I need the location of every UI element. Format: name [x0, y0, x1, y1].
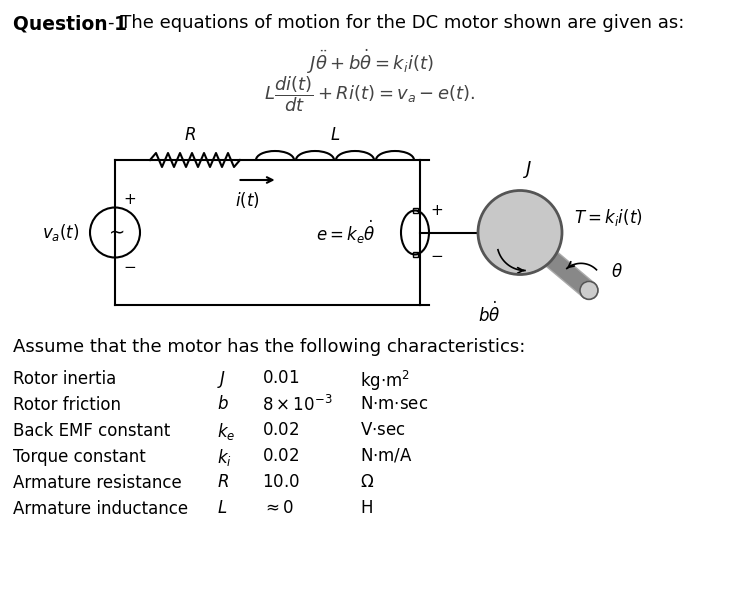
- Text: $0.01$: $0.01$: [262, 369, 299, 387]
- Text: $\mathrm{N{\cdot}m/A}$: $\mathrm{N{\cdot}m/A}$: [360, 447, 413, 465]
- Text: Assume that the motor has the following characteristics:: Assume that the motor has the following …: [13, 338, 525, 356]
- Text: Rotor friction: Rotor friction: [13, 396, 121, 414]
- Bar: [412, 252, 418, 257]
- Text: $\Omega$: $\Omega$: [360, 473, 374, 491]
- Text: $i(t)$: $i(t)$: [235, 190, 260, 210]
- Text: $L$: $L$: [330, 126, 340, 144]
- Text: - The equations of motion for the DC motor shown are given as:: - The equations of motion for the DC mot…: [108, 14, 684, 32]
- Text: $-$: $-$: [430, 247, 443, 262]
- Text: $10.0$: $10.0$: [262, 473, 300, 491]
- Text: Back EMF constant: Back EMF constant: [13, 422, 170, 440]
- Circle shape: [580, 281, 598, 299]
- Text: Torque constant: Torque constant: [13, 448, 146, 466]
- Text: $R$: $R$: [217, 473, 229, 491]
- Text: Armature resistance: Armature resistance: [13, 474, 182, 492]
- Text: $8 \times 10^{-3}$: $8 \times 10^{-3}$: [262, 395, 333, 415]
- Text: Rotor inertia: Rotor inertia: [13, 370, 116, 388]
- Text: +: +: [123, 192, 137, 207]
- Text: $L$: $L$: [217, 499, 228, 517]
- Text: $b$: $b$: [217, 395, 229, 413]
- Bar: [412, 208, 418, 213]
- Text: $J$: $J$: [523, 159, 533, 180]
- Text: $0.02$: $0.02$: [262, 421, 299, 439]
- Text: Question 1: Question 1: [13, 14, 127, 33]
- Text: $\theta$: $\theta$: [611, 263, 623, 281]
- Text: Armature inductance: Armature inductance: [13, 500, 188, 518]
- Text: $\mathrm{V{\cdot}sec}$: $\mathrm{V{\cdot}sec}$: [360, 421, 406, 439]
- Text: $T = k_i i(t)$: $T = k_i i(t)$: [574, 207, 643, 228]
- Text: $\mathrm{N{\cdot}m{\cdot}sec}$: $\mathrm{N{\cdot}m{\cdot}sec}$: [360, 395, 428, 413]
- Text: $R$: $R$: [184, 126, 196, 144]
- Text: $J\ddot{\theta} + b\dot{\theta} = k_i i(t)$: $J\ddot{\theta} + b\dot{\theta} = k_i i(…: [307, 48, 434, 76]
- Text: $\mathrm{kg}{\cdot}\mathrm{m}^2$: $\mathrm{kg}{\cdot}\mathrm{m}^2$: [360, 369, 410, 393]
- Text: $k_e$: $k_e$: [217, 421, 235, 442]
- Text: $\approx 0$: $\approx 0$: [262, 499, 294, 517]
- Text: $J$: $J$: [217, 369, 226, 390]
- Text: $0.02$: $0.02$: [262, 447, 299, 465]
- Text: $e = k_e\dot{\theta}$: $e = k_e\dot{\theta}$: [316, 219, 376, 246]
- Text: $b\dot{\theta}$: $b\dot{\theta}$: [477, 302, 500, 326]
- Circle shape: [478, 191, 562, 275]
- Text: $L\dfrac{di(t)}{dt} + Ri(t) = v_a - e(t).$: $L\dfrac{di(t)}{dt} + Ri(t) = v_a - e(t)…: [265, 74, 476, 114]
- Text: $\mathrm{H}$: $\mathrm{H}$: [360, 499, 373, 517]
- Text: $\sim$: $\sim$: [105, 221, 125, 240]
- Text: $-$: $-$: [123, 258, 137, 273]
- Text: $k_i$: $k_i$: [217, 447, 232, 468]
- Text: +: +: [431, 203, 443, 218]
- Text: $v_a(t)$: $v_a(t)$: [42, 222, 80, 243]
